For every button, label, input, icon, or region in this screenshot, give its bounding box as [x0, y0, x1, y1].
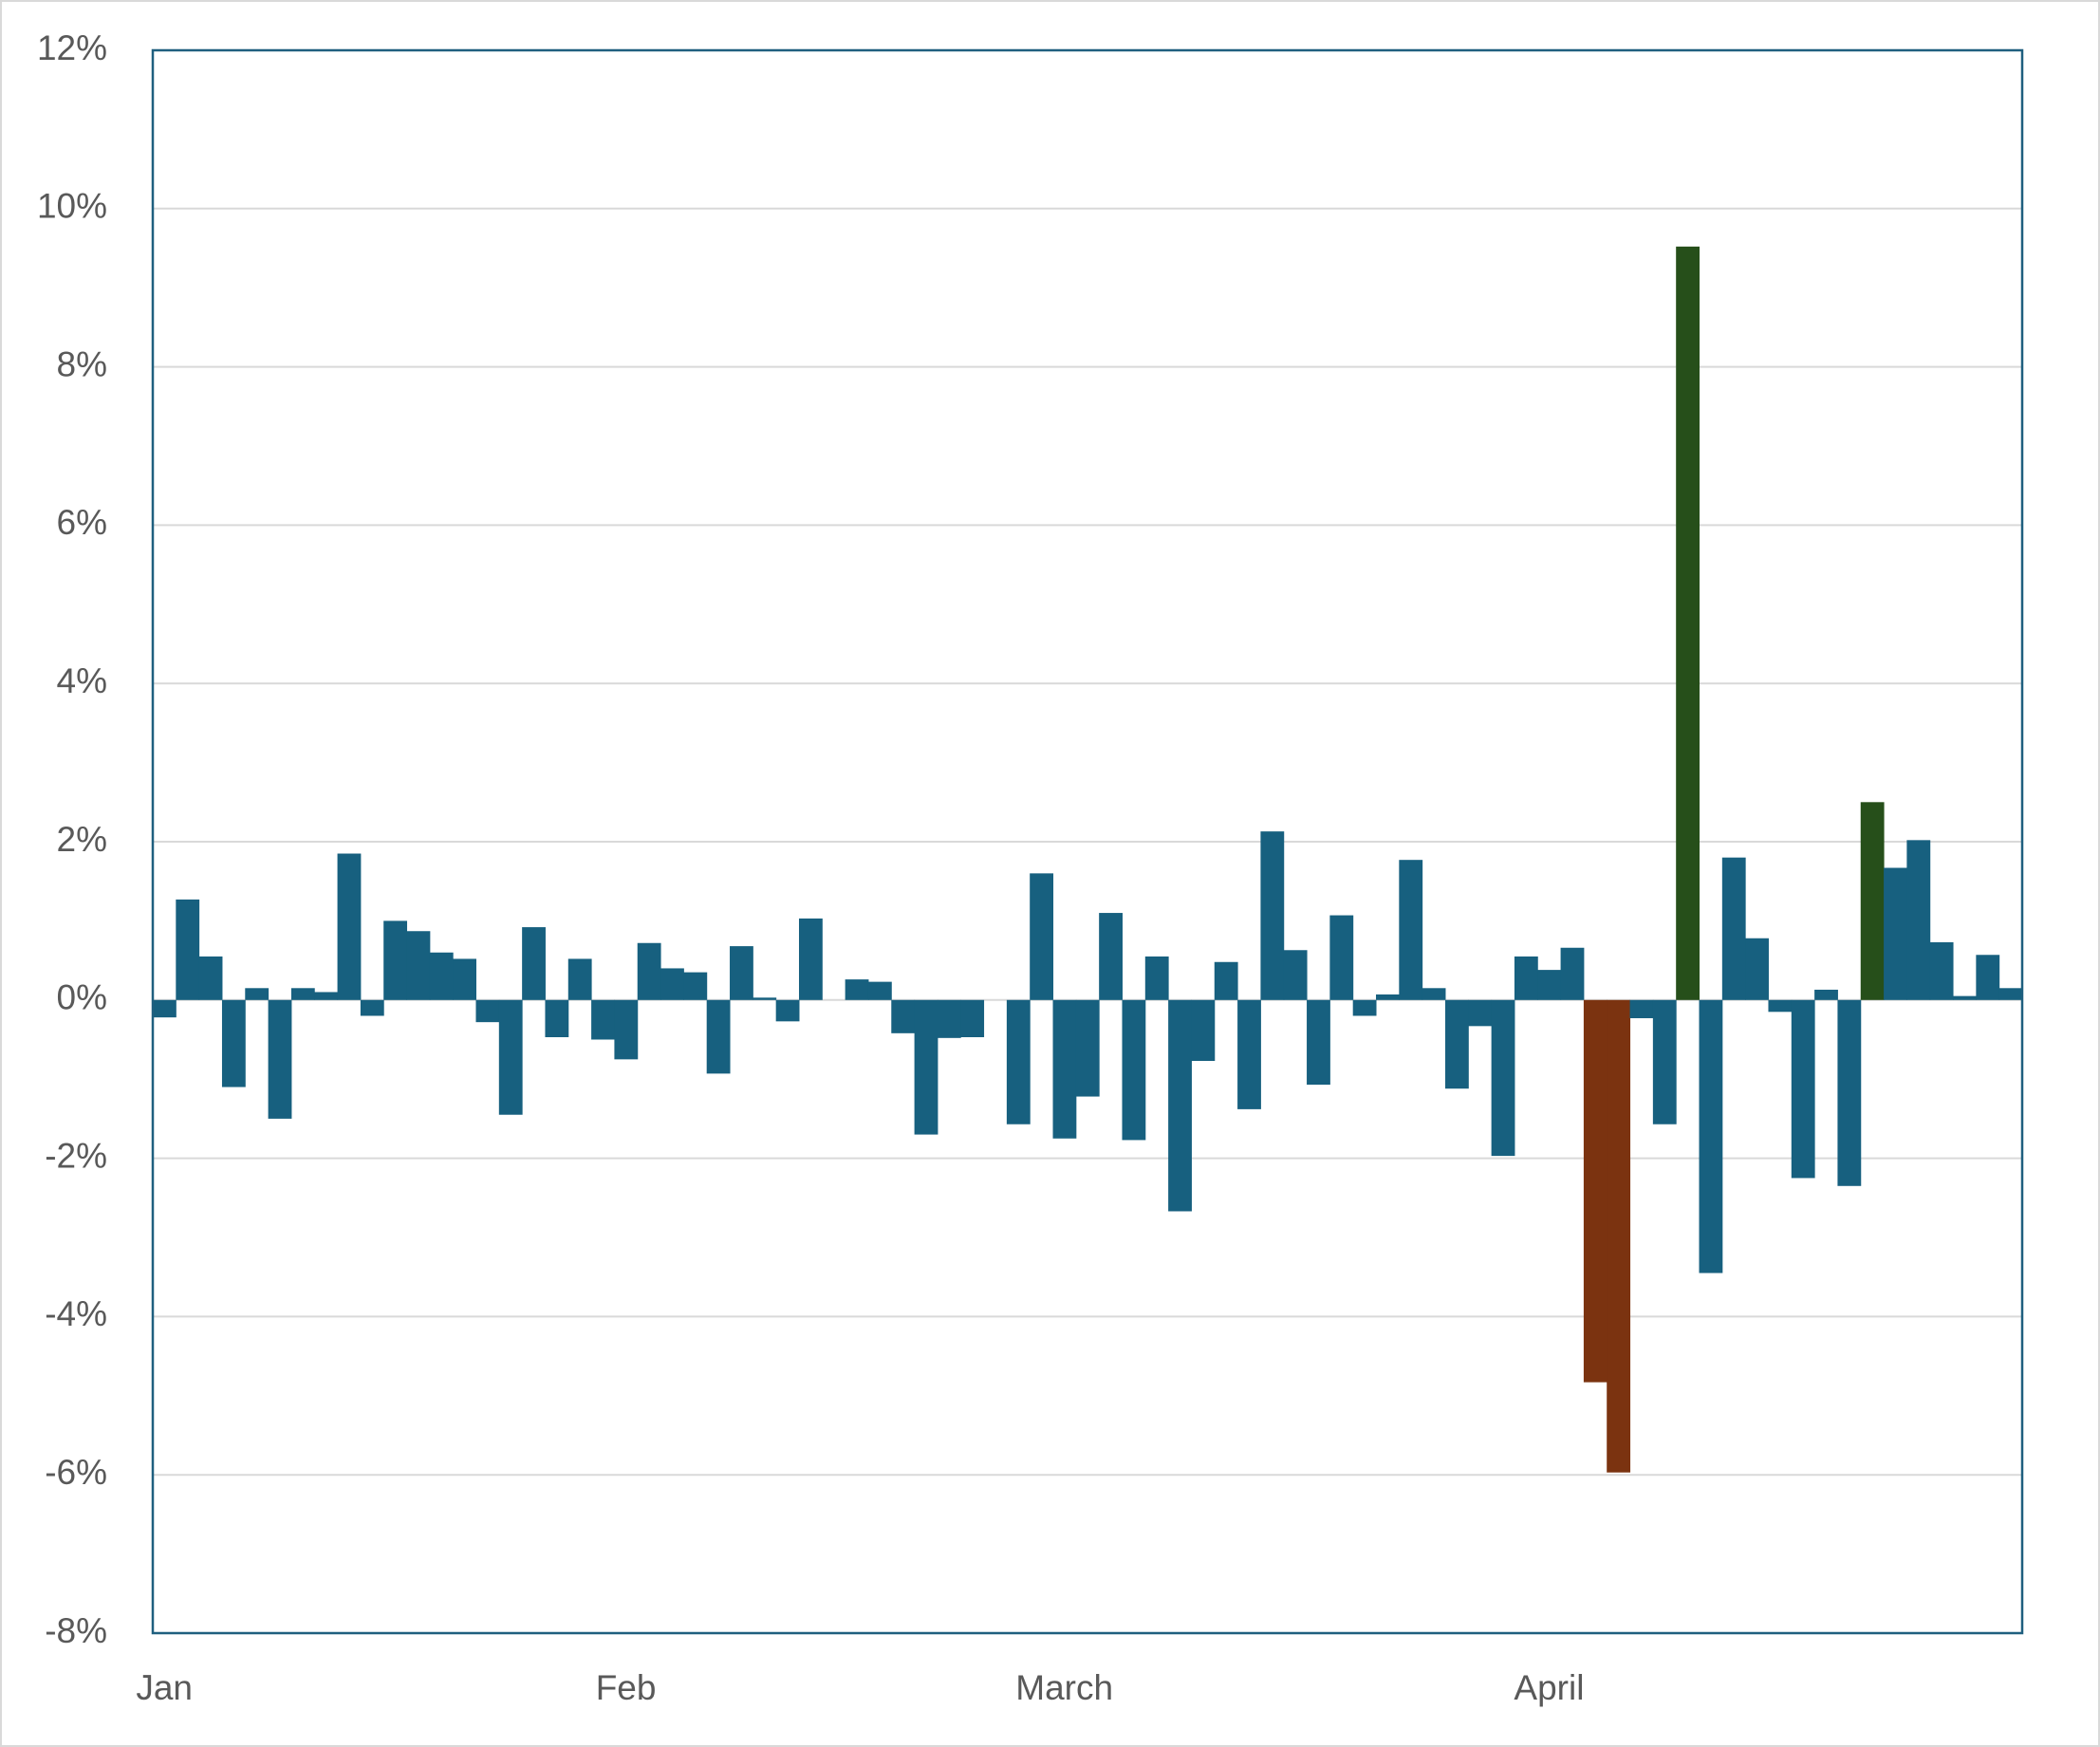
bar — [591, 999, 615, 1040]
bar — [153, 999, 177, 1018]
bar — [1560, 947, 1585, 1000]
bar — [245, 988, 269, 1000]
y-tick-label: 12% — [37, 28, 107, 67]
bar — [1122, 999, 1146, 1141]
bar — [1168, 999, 1192, 1212]
bar — [453, 958, 476, 1000]
bar — [660, 968, 684, 1000]
bar — [1583, 999, 1608, 1383]
y-tick-label: 2% — [57, 820, 107, 859]
bar — [637, 942, 661, 1000]
bar — [1676, 246, 1700, 1000]
bar — [1052, 999, 1077, 1139]
bar — [1884, 867, 1907, 1000]
y-tick-label: -4% — [45, 1294, 107, 1333]
bar — [1721, 857, 1746, 1000]
y-tick-label: 10% — [37, 187, 107, 226]
y-tick-label: -6% — [45, 1453, 107, 1492]
bar — [176, 899, 200, 1000]
bar — [891, 999, 916, 1033]
bar — [775, 999, 800, 1022]
bar — [960, 999, 985, 1037]
bar — [198, 956, 223, 1000]
bar — [1537, 970, 1562, 1000]
x-tick-label: Feb — [596, 1668, 657, 1707]
bar — [867, 981, 892, 1000]
bar — [1260, 831, 1285, 1000]
bar — [1099, 913, 1123, 1000]
bar — [337, 853, 362, 1000]
bar — [406, 931, 431, 1000]
bar — [1860, 802, 1885, 1000]
bar — [1491, 999, 1515, 1157]
bar — [475, 999, 500, 1023]
bar — [268, 999, 292, 1119]
bar — [1307, 999, 1330, 1086]
bar — [498, 999, 523, 1115]
bar — [1629, 999, 1654, 1018]
bar — [383, 920, 408, 1000]
bar — [1237, 999, 1261, 1109]
bar — [1144, 956, 1169, 1000]
bar — [1283, 950, 1308, 1000]
bar — [290, 988, 315, 1000]
bar — [1514, 956, 1538, 1000]
bar — [1399, 860, 1423, 1000]
bar — [1953, 995, 1977, 1000]
bar — [567, 958, 592, 1000]
y-tick-label: -2% — [45, 1136, 107, 1175]
bar — [1929, 941, 1954, 1000]
bar — [429, 952, 454, 1000]
bar — [1906, 840, 1931, 1000]
plot-frame — [151, 48, 2024, 1635]
bar — [1376, 994, 1400, 1000]
bar — [1422, 988, 1446, 1000]
bar — [1191, 999, 1216, 1062]
bar — [1329, 915, 1354, 1000]
bar — [314, 992, 339, 1000]
bar — [1814, 989, 1838, 1000]
x-tick-label: April — [1514, 1668, 1584, 1707]
bar — [1837, 999, 1862, 1186]
bar — [1468, 999, 1493, 1027]
bar — [1352, 999, 1377, 1016]
bar — [221, 999, 246, 1087]
bar — [1075, 999, 1100, 1097]
bar — [1976, 955, 2000, 1000]
x-tick-label: March — [1015, 1668, 1113, 1707]
bar — [1791, 999, 1815, 1179]
bar — [1214, 961, 1238, 1000]
bar — [753, 997, 777, 1000]
bar — [937, 999, 961, 1038]
bar — [1030, 873, 1054, 1000]
bar — [1652, 999, 1677, 1124]
bar — [730, 946, 753, 1000]
bar — [1006, 999, 1031, 1124]
bar — [683, 972, 708, 1000]
bar — [1745, 938, 1769, 1000]
bar — [545, 999, 569, 1037]
bar — [706, 999, 731, 1074]
y-tick-label: 0% — [57, 978, 107, 1017]
bar — [614, 999, 639, 1060]
y-tick-label: -8% — [45, 1611, 107, 1650]
bar — [1699, 999, 1723, 1273]
x-tick-label: Jan — [136, 1668, 193, 1707]
y-tick-label: 8% — [57, 344, 107, 383]
bar — [798, 918, 823, 1000]
bar — [360, 999, 384, 1016]
bar — [914, 999, 938, 1135]
bar — [522, 927, 546, 1000]
bar — [845, 979, 869, 1000]
y-tick-label: 6% — [57, 503, 107, 542]
bar — [1998, 988, 2023, 1000]
y-tick-label: 4% — [57, 661, 107, 700]
bar — [1607, 999, 1631, 1473]
bar — [1444, 999, 1469, 1089]
bar — [1768, 999, 1793, 1013]
